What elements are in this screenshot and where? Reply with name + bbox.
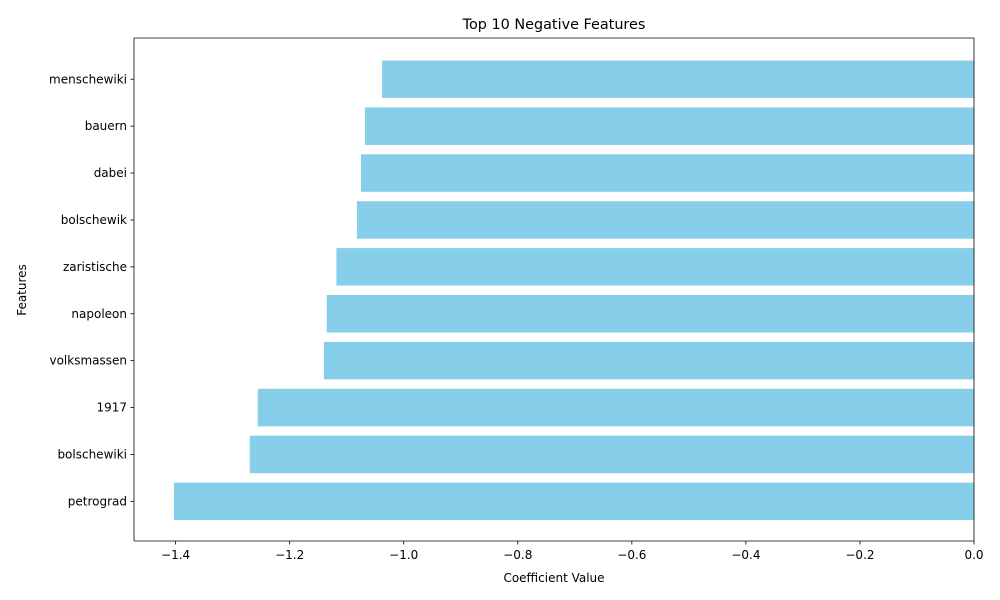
y-axis-label: Features (15, 264, 29, 316)
y-tick-label: napoleon (71, 307, 127, 321)
bar-petrograd (173, 482, 975, 521)
bar-1917 (257, 388, 975, 427)
x-tick-label: −0.2 (845, 548, 874, 562)
bar-zaristische (336, 248, 975, 286)
chart-title: Top 10 Negative Features (462, 17, 646, 33)
y-tick-label: dabei (94, 166, 127, 180)
x-tick-label: 0.0 (964, 548, 983, 562)
y-axis-ticks: menschewiki bauern dabei bolschewik zaristis… (49, 72, 134, 508)
bars-group (173, 60, 975, 521)
axes-frame (133, 37, 975, 542)
x-tick-label: −0.6 (617, 548, 646, 562)
x-tick-label: −1.0 (389, 548, 418, 562)
y-tick-label: volksmassen (49, 354, 127, 368)
bar-bolschewik (356, 201, 974, 239)
x-tick-label: −0.4 (731, 548, 760, 562)
y-tick-label: bauern (85, 119, 127, 133)
y-tick-label: zaristische (63, 260, 127, 274)
bar-dabei (360, 154, 975, 192)
x-axis-label: Coefficient Value (503, 571, 604, 585)
x-tick-label: −1.4 (161, 548, 190, 562)
y-tick-label: bolschewik (61, 213, 127, 227)
x-tick-label: −0.8 (503, 548, 532, 562)
x-tick-label: −1.2 (275, 548, 304, 562)
bar-menschewiki (382, 60, 974, 98)
bar-bolschewiki (249, 435, 975, 474)
bar-napoleon (326, 295, 974, 333)
y-tick-label: petrograd (68, 494, 127, 508)
y-tick-label: menschewiki (49, 72, 127, 86)
bar-volksmassen (323, 341, 974, 380)
bar-bauern (364, 107, 974, 145)
y-tick-label: 1917 (96, 401, 127, 415)
x-axis-ticks: −1.4 −1.2 −1.0 −0.8 −0.6 −0.4 −0.2 0.0 (161, 541, 984, 562)
y-tick-label: bolschewiki (57, 447, 127, 461)
